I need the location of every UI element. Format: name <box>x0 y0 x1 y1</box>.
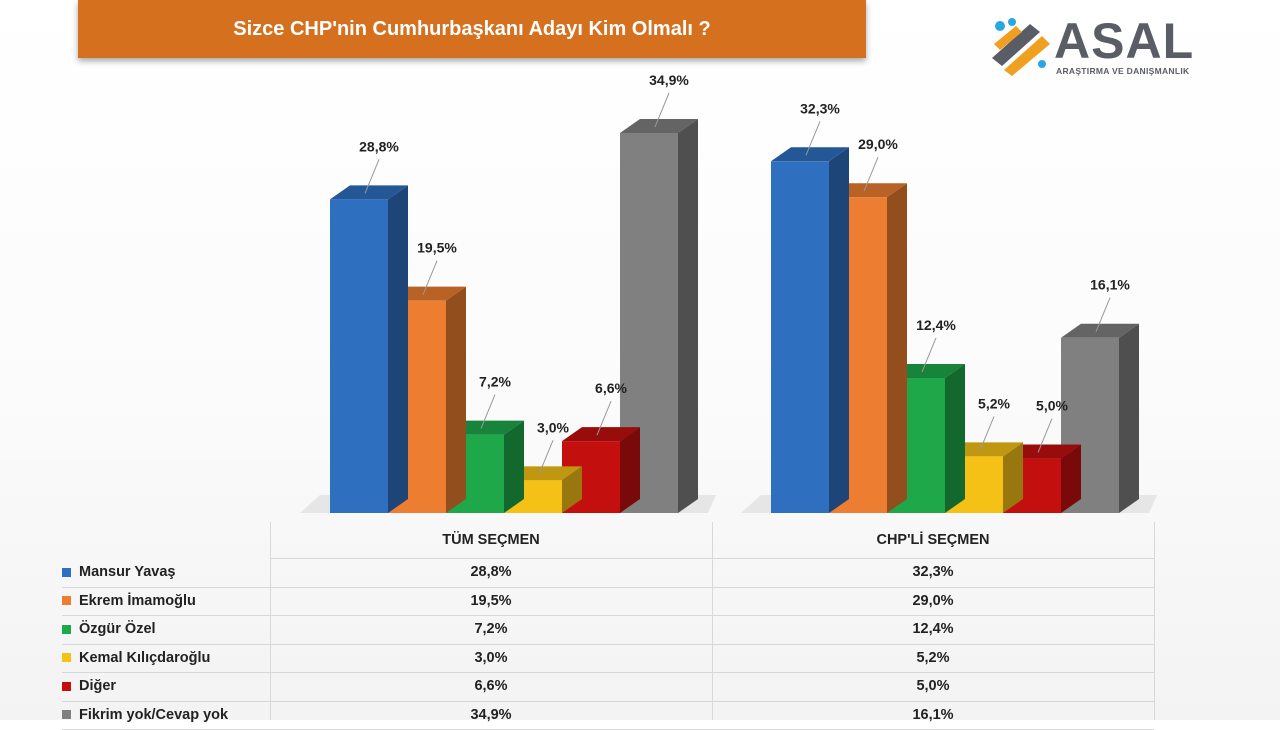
table-cell-1: 32,3% <box>912 564 954 581</box>
legend-label: Fikrim yok/Cevap yok <box>79 706 229 723</box>
table-divider <box>62 672 1154 673</box>
table-cell-1: 29,0% <box>912 592 954 609</box>
table-cell-0: 6,6% <box>474 678 508 695</box>
data-label-0-0: 28,8% <box>359 138 399 154</box>
table-cell-1: 16,1% <box>912 706 954 723</box>
bar-top <box>562 427 640 442</box>
bar-side <box>562 466 582 513</box>
bar-chart: 28,8% 19,5% 7,2% 3,0% 6,6% 34,9% 32,3% 29,0% 12,… <box>300 72 1157 513</box>
bar-1-3 <box>945 442 1023 513</box>
data-label-0-1: 19,5% <box>417 240 457 256</box>
legend-label: Kemal Kılıçdaroğlu <box>79 649 211 666</box>
table-row-label: Kemal Kılıçdaroğlu <box>62 644 270 673</box>
legend-label: Özgür Özel <box>79 621 156 638</box>
leader-line-1-4 <box>1037 418 1053 453</box>
data-label-1-2: 12,4% <box>916 317 956 333</box>
bar-front <box>771 161 829 513</box>
leader-line-0-3 <box>538 440 554 475</box>
legend-label: Mansur Yavaş <box>79 564 176 581</box>
logo-subtitle: ARAŞTIRMA VE DANIŞMANLIK <box>1056 66 1190 76</box>
data-label-0-4: 6,6% <box>595 380 627 396</box>
bar-side <box>678 119 698 513</box>
legend-swatch <box>62 653 71 663</box>
legend-swatch <box>62 710 71 720</box>
leader-line-0-4 <box>596 400 612 436</box>
table-divider <box>270 522 271 720</box>
logo-name: ASAL <box>1054 13 1195 69</box>
table-cell-0: 19,5% <box>470 592 512 609</box>
leader-line-0-5 <box>654 92 670 128</box>
table-divider <box>62 615 1154 616</box>
table-cell-0: 7,2% <box>474 621 508 638</box>
bar-side <box>504 420 524 513</box>
leader-line-1-2 <box>921 337 937 373</box>
leader-line-0-0 <box>364 159 380 194</box>
table-cell-0: 3,0% <box>474 649 508 666</box>
table-divider <box>1154 522 1155 720</box>
data-label-0-5: 34,9% <box>649 72 689 88</box>
legend-label: Ekrem İmamoğlu <box>79 592 196 609</box>
data-table: TÜM SEÇMEN CHP'Lİ SEÇMEN Mansur Yavaş 28,8%… <box>62 522 1155 730</box>
legend-swatch <box>62 624 71 634</box>
leader-line-0-1 <box>422 260 438 295</box>
bar-top <box>771 147 849 162</box>
asal-logo: ASAL ARAŞTIRMA VE DANIŞMANLIK <box>990 14 1230 80</box>
bar-front <box>330 199 388 513</box>
bar-side <box>1119 323 1139 513</box>
data-label-1-3: 5,2% <box>978 395 1010 411</box>
data-label-0-3: 3,0% <box>537 419 569 435</box>
leader-line-1-0 <box>805 121 821 156</box>
leader-line-1-1 <box>863 157 879 192</box>
table-divider <box>712 522 713 720</box>
bar-side <box>446 286 466 513</box>
bar-side <box>829 147 849 513</box>
table-cell-0: 28,8% <box>470 564 512 581</box>
legend-swatch <box>62 596 71 606</box>
bar-side <box>1003 442 1023 513</box>
chart-title-banner: Sizce CHP'nin Cumhurbaşkanı Adayı Kim Ol… <box>78 0 866 58</box>
table-header-0: TÜM SEÇMEN <box>442 532 540 548</box>
bar-1-5 <box>1061 323 1139 513</box>
table-row-label: Özgür Özel <box>62 615 270 644</box>
data-label-0-2: 7,2% <box>479 374 511 390</box>
leader-line-1-3 <box>979 416 995 451</box>
table-divider <box>270 558 1154 559</box>
table-cell-1: 12,4% <box>912 621 954 638</box>
bar-side <box>620 427 640 513</box>
table-cell-1: 5,0% <box>916 678 950 695</box>
table-divider <box>62 643 1154 645</box>
chart-title: Sizce CHP'nin Cumhurbaşkanı Adayı Kim Ol… <box>233 17 711 40</box>
table-divider <box>62 700 1154 702</box>
bar-top <box>1061 323 1139 338</box>
legend-swatch <box>62 567 71 577</box>
leader-line-0-2 <box>480 394 496 429</box>
legend-label: Diğer <box>79 678 117 695</box>
table-cell-0: 34,9% <box>470 706 512 723</box>
bar-top <box>620 119 698 133</box>
table-row-label: Mansur Yavaş <box>62 558 270 587</box>
legend-swatch <box>62 681 71 691</box>
table-divider <box>62 586 1154 588</box>
data-label-1-0: 32,3% <box>800 100 840 116</box>
table-header-1: CHP'Lİ SEÇMEN <box>876 532 990 548</box>
bar-side <box>388 185 408 513</box>
leader-line-1-5 <box>1095 297 1111 332</box>
table-row-label: Diğer <box>62 672 270 701</box>
table-row-label: Fikrim yok/Cevap yok <box>62 701 270 730</box>
bar-top <box>330 185 408 200</box>
bar-side <box>945 363 965 513</box>
bar-0-0 <box>330 185 408 513</box>
data-label-1-5: 16,1% <box>1090 277 1130 293</box>
data-label-1-1: 29,0% <box>858 136 898 152</box>
bar-side <box>887 183 907 513</box>
data-label-1-4: 5,0% <box>1036 398 1068 414</box>
bar-1-0 <box>771 147 849 513</box>
table-cell-1: 5,2% <box>916 649 950 666</box>
table-row-label: Ekrem İmamoğlu <box>62 587 270 616</box>
asal-logo-icon <box>992 18 1050 76</box>
bar-side <box>1061 444 1081 513</box>
